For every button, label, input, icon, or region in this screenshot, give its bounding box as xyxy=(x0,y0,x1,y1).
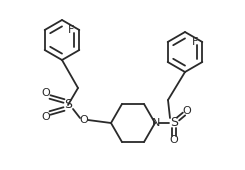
Text: O: O xyxy=(42,88,50,98)
Text: O: O xyxy=(170,135,178,145)
Text: O: O xyxy=(80,115,88,125)
Text: F: F xyxy=(68,25,74,35)
Text: F: F xyxy=(192,37,198,47)
Text: S: S xyxy=(170,116,178,130)
Text: S: S xyxy=(64,98,72,112)
Text: O: O xyxy=(42,112,50,122)
Text: O: O xyxy=(183,106,191,116)
Text: N: N xyxy=(152,118,160,128)
